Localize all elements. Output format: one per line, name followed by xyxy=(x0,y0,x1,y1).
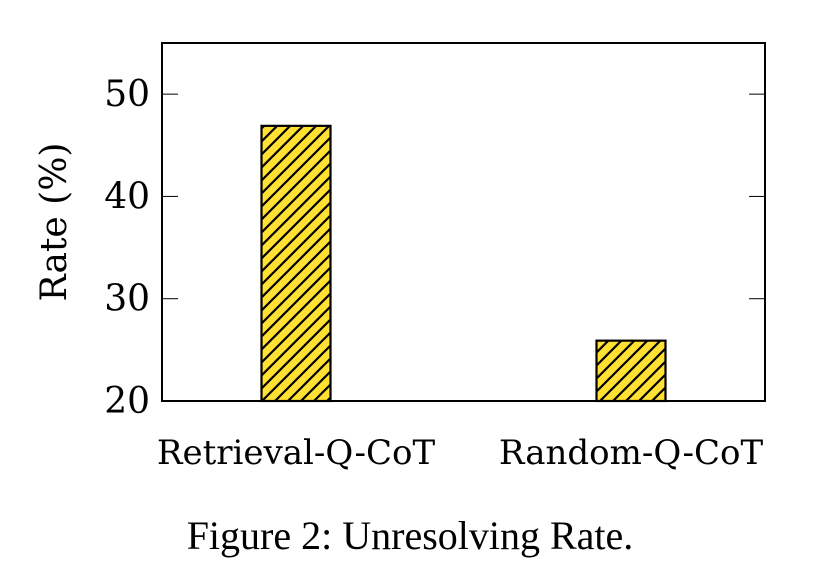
y-tick-label: 50 xyxy=(104,74,150,115)
y-tick-label: 30 xyxy=(104,279,150,320)
plot-frame xyxy=(161,42,766,402)
y-tick-label: 20 xyxy=(104,381,150,422)
bar-retrieval-q-cot xyxy=(260,124,332,403)
figure-caption: Figure 2: Unresolving Rate. xyxy=(186,513,634,558)
x-category-label: Random-Q-CoT xyxy=(499,433,764,473)
x-category-label: Retrieval-Q-CoT xyxy=(157,433,436,473)
y-tick-label: 40 xyxy=(104,176,150,217)
bar-random-q-cot xyxy=(595,339,667,403)
y-axis-label: Rate (%) xyxy=(34,143,75,302)
